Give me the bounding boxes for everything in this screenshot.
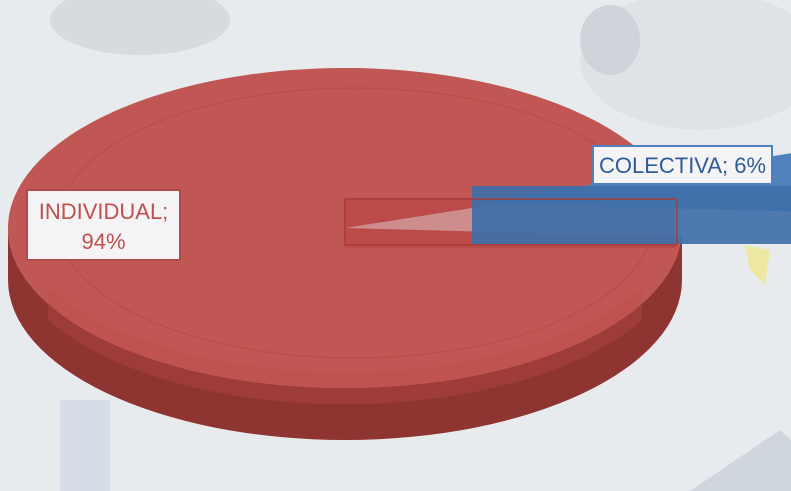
pie-group bbox=[7, 67, 791, 440]
pie-slice-individual-side-shade bbox=[48, 288, 642, 405]
data-label-individual: INDIVIDUAL; 94% bbox=[26, 189, 181, 261]
pie-slice-individual-side bbox=[8, 228, 682, 440]
pie-slice-colectiva-side bbox=[472, 186, 791, 244]
data-label-individual-line2: 94% bbox=[81, 229, 126, 254]
data-label-individual-line1: INDIVIDUAL; bbox=[38, 199, 169, 224]
pie-slice-outline bbox=[344, 198, 678, 246]
data-label-colectiva: COLECTIVA; 6% bbox=[592, 145, 773, 185]
